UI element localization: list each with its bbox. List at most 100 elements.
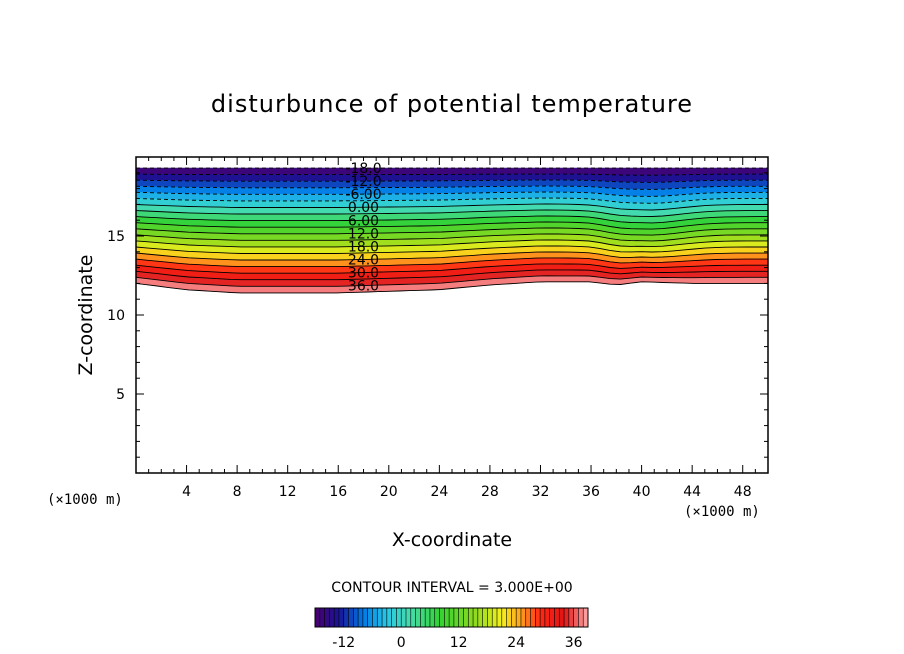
x-tick-label: 8: [233, 484, 242, 500]
x-tick-label: 16: [329, 484, 347, 500]
colorbar-cell: [367, 608, 373, 627]
colorbar-cell: [578, 608, 584, 627]
colorbar-cell: [468, 608, 474, 627]
colorbar-cell: [535, 608, 541, 627]
colorbar-tick-label: 24: [507, 635, 525, 651]
contour-line: [135, 191, 769, 197]
colorbar-cell: [568, 608, 575, 627]
x-tick-label: 36: [582, 484, 600, 500]
colorbar-tick-label: 0: [397, 635, 406, 651]
colorbar-cell: [501, 608, 507, 627]
colorbar-cell: [473, 608, 479, 627]
x-tick-label: 4: [182, 484, 191, 500]
contour-line: [135, 233, 769, 242]
colorbar-cell: [362, 608, 369, 627]
contour-line: [135, 245, 768, 254]
colorbar-cell: [401, 608, 407, 627]
contour-label: 0.00: [348, 200, 379, 216]
contour-label: 24.0: [348, 253, 379, 269]
colorbar-tick-label: 12: [450, 635, 468, 651]
x-tick-label: 12: [279, 484, 297, 500]
contour-label: -12.0: [345, 174, 381, 190]
colorbar-tick-label: 36: [565, 635, 583, 651]
contour-line: [135, 209, 768, 217]
contour-line: [135, 215, 768, 224]
colorbar: -12 0 12 24 36: [314, 607, 589, 651]
colorbar-cell: [540, 608, 546, 627]
colorbar-cell: [396, 608, 402, 627]
colorbar-cell: [410, 608, 416, 627]
colorbar-cell: [463, 608, 469, 627]
colorbar-cell: [573, 608, 579, 627]
colorbar-cell: [583, 608, 589, 627]
colorbar-cell: [497, 608, 503, 627]
colorbar-cell: [482, 608, 488, 627]
colorbar-cell: [492, 608, 498, 627]
contour-line: [135, 227, 768, 236]
contour-line: [135, 251, 768, 261]
x-tick-label: 20: [380, 484, 398, 500]
contour-label: 18.0: [348, 239, 379, 255]
colorbar-cell: [530, 608, 536, 627]
colorbar-cell: [324, 608, 330, 627]
colorbar-cell: [516, 608, 522, 627]
x-tick-label: 28: [481, 484, 499, 500]
x-axis-label: X-coordinate: [392, 529, 512, 551]
colorbar-cell: [559, 608, 565, 627]
contour-line: [135, 239, 768, 248]
colorbar-cell: [315, 608, 321, 627]
contour-line: [135, 281, 768, 294]
y-tick-label: 10: [107, 308, 125, 324]
colorbar-cell: [377, 608, 383, 627]
colorbar-cell: [544, 608, 551, 627]
contour-labels: -18.0-12.0-6.000.006.0012.018.024.030.03…: [345, 161, 381, 295]
contour-line: [135, 263, 768, 274]
colorbar-cell: [449, 608, 455, 627]
colorbar-cell: [429, 608, 436, 627]
colorbar-cell: [439, 608, 445, 627]
colorbar-cell: [334, 608, 340, 627]
x-tick-label: 44: [683, 484, 701, 500]
contour-label: 12.0: [348, 226, 379, 242]
colorbar-cell: [406, 608, 412, 627]
colorbar-cell: [520, 608, 527, 627]
colorbar-cell: [420, 608, 426, 627]
colorbar-cell: [415, 608, 421, 627]
contour-lines: [135, 167, 769, 294]
colorbar-cell: [338, 608, 345, 627]
colorbar-cell: [458, 608, 464, 627]
colorbar-cell: [343, 608, 349, 627]
colorbar-cell: [386, 608, 393, 627]
contour-line: [135, 173, 768, 176]
colorbar-cell: [554, 608, 560, 627]
contour-line: [135, 203, 768, 211]
colorbar-cell: [372, 608, 378, 627]
colorbar-cell: [549, 608, 555, 627]
contour-interval-label: CONTOUR INTERVAL = 3.000E+00: [331, 580, 572, 596]
colorbar-cell: [319, 608, 325, 627]
contour-label: -18.0: [345, 161, 381, 177]
colorbar-cell: [353, 608, 359, 627]
contour-label: 36.0: [348, 279, 379, 295]
y-axis-label: Z-coordinate: [75, 255, 97, 376]
colorbar-cell: [434, 608, 440, 627]
y-tick-label: 15: [107, 229, 125, 245]
colorbar-cell: [348, 608, 354, 627]
contour-label: 6.00: [348, 213, 379, 229]
colorbar-cell: [444, 608, 450, 627]
colorbar-cell: [564, 608, 570, 627]
x-tick-label: 40: [633, 484, 651, 500]
x-tick-label: 32: [532, 484, 550, 500]
colorbar-cell: [487, 608, 493, 627]
colorbar-cell: [358, 608, 364, 627]
chart-title: disturbunce of potential temperature: [211, 90, 693, 118]
colorbar-cell: [425, 608, 431, 627]
colorbar-frame: [314, 607, 589, 628]
contour-label: 30.0: [348, 266, 379, 282]
contour-line: [135, 269, 768, 281]
contour-line: [135, 257, 768, 268]
contour-label: -6.00: [345, 187, 381, 203]
colorbar-cell: [329, 608, 335, 627]
